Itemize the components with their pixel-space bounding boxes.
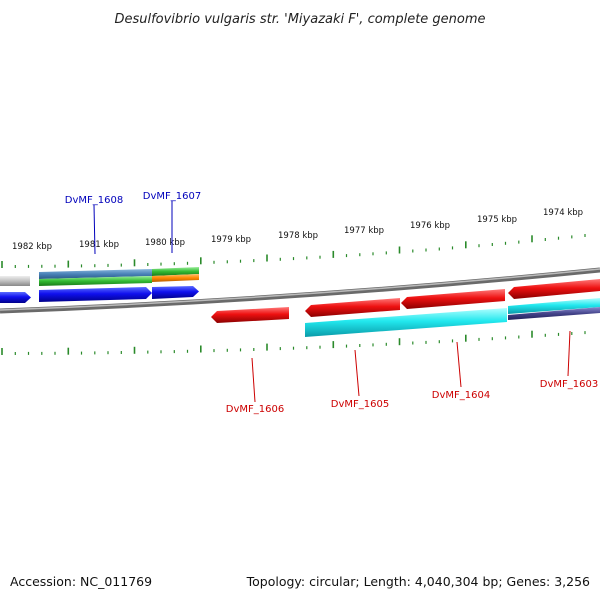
ruler-label-1981: 1981 kbp [79, 240, 119, 250]
leader-line-dvmf-1604 [456, 341, 462, 388]
ruler-label-1978: 1978 kbp [278, 231, 318, 241]
gene-label-dvmf-1607[interactable]: DvMF_1607 [143, 191, 201, 202]
gene-label-dvmf-1603[interactable]: DvMF_1603 [540, 379, 598, 390]
gene-label-dvmf-1604[interactable]: DvMF_1604 [432, 390, 490, 401]
navy-feature[interactable] [508, 307, 600, 320]
grey-feature[interactable] [0, 276, 30, 286]
cyan-feature[interactable] [305, 308, 507, 337]
accession-text: Accession: NC_011769 [10, 574, 152, 589]
cds-arrow-dvmf-1603[interactable] [508, 279, 600, 299]
cds-arrow-dvmf-1608[interactable] [39, 287, 152, 302]
gene-label-dvmf-1608[interactable]: DvMF_1608 [65, 195, 123, 206]
leader-line-dvmf-1605 [354, 349, 360, 397]
leader-line-dvmf-1603 [567, 330, 571, 377]
cds-arrow-dvmf-1604[interactable] [401, 289, 505, 309]
forward-features [0, 267, 199, 286]
ruler-label-1980: 1980 kbp [145, 238, 185, 248]
gene-label-dvmf-1606[interactable]: DvMF_1606 [226, 404, 284, 415]
cds-arrow[interactable] [0, 292, 31, 303]
cds-arrow-dvmf-1607[interactable] [152, 286, 199, 299]
steel-feature[interactable] [39, 269, 152, 279]
leader-line-dvmf-1606 [251, 357, 256, 403]
cds-arrow-dvmf-1606[interactable] [211, 307, 289, 323]
orange-feature[interactable] [152, 274, 199, 282]
ruler-label-1975: 1975 kbp [477, 215, 517, 225]
cds-arrow-dvmf-1605[interactable] [305, 298, 400, 317]
green-feature[interactable] [39, 276, 152, 286]
gene-labels: DvMF_1608 DvMF_1607 DvMF_1606 DvMF_1605 … [65, 191, 598, 415]
genome-summary-text: Topology: circular; Length: 4,040,304 bp… [246, 574, 590, 589]
green-feature[interactable] [152, 267, 199, 276]
ruler-label-1977: 1977 kbp [344, 226, 384, 236]
map-title: Desulfovibrio vulgaris str. 'Miyazaki F'… [114, 12, 485, 27]
ruler-label-1979: 1979 kbp [211, 235, 251, 245]
gene-label-dvmf-1605[interactable]: DvMF_1605 [331, 399, 389, 410]
ruler-label-1974: 1974 kbp [543, 208, 583, 218]
ruler-label-1976: 1976 kbp [410, 221, 450, 231]
leader-line-dvmf-1608 [93, 204, 96, 255]
cyan-feature[interactable] [508, 298, 600, 314]
ruler-lower [1, 330, 586, 355]
genome-backbone-highlight [0, 268, 600, 311]
ruler-upper: 1982 kbp 1981 kbp 1980 kbp 1979 kbp 1978… [1, 208, 586, 268]
ruler-label-1982: 1982 kbp [12, 242, 52, 252]
genome-backbone [0, 267, 600, 314]
cds-track [0, 279, 600, 337]
